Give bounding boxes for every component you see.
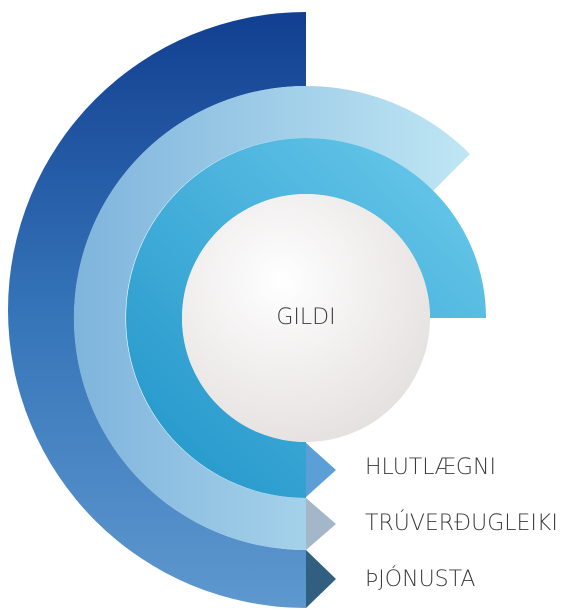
item-label: TRÚVERÐUGLEIKI xyxy=(365,510,558,536)
item-label: HLUTLÆGNI xyxy=(365,455,496,480)
inner-ring xyxy=(126,138,486,498)
pointer xyxy=(306,443,336,497)
center-label: GILDI xyxy=(276,305,335,330)
outer-ring xyxy=(8,12,306,608)
pointer xyxy=(306,498,336,550)
pointer xyxy=(306,550,336,608)
middle-ring xyxy=(73,86,471,551)
center-circle xyxy=(182,194,430,442)
item-label: ÞJÓNUSTA xyxy=(365,566,475,592)
